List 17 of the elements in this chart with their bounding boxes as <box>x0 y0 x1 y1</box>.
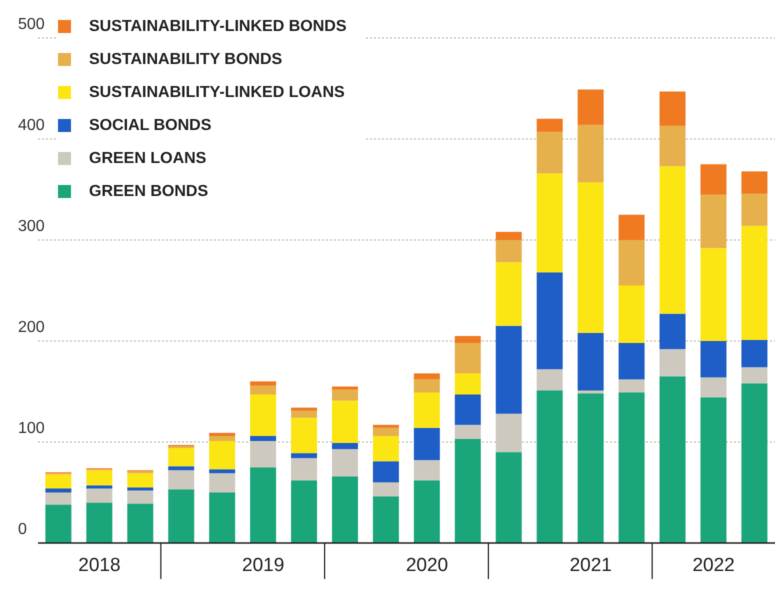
x-tick-label: 2022 <box>692 555 735 576</box>
legend-label: GREEN BONDS <box>89 182 208 200</box>
y-tick-label: 300 <box>18 218 45 235</box>
y-tick-label: 0 <box>18 521 27 538</box>
y-tick-label: 500 <box>18 16 45 33</box>
legend-label: SUSTAINABILITY BONDS <box>89 50 282 68</box>
x-tick-label: 2020 <box>406 555 448 576</box>
y-tick-label: 400 <box>18 117 45 134</box>
legend-label: SUSTAINABILITY-LINKED LOANS <box>89 84 345 102</box>
legend-label: GREEN LOANS <box>89 150 206 168</box>
legend-label: SOCIAL BONDS <box>89 116 212 134</box>
x-tick-label: 2021 <box>570 555 612 576</box>
x-tick-label: 2019 <box>242 555 284 576</box>
y-tick-label: 100 <box>18 420 45 437</box>
y-tick-label: 200 <box>18 319 45 336</box>
legend-label: SUSTAINABILITY-LINKED BONDS <box>89 18 346 36</box>
x-tick-label: 2018 <box>78 555 121 576</box>
